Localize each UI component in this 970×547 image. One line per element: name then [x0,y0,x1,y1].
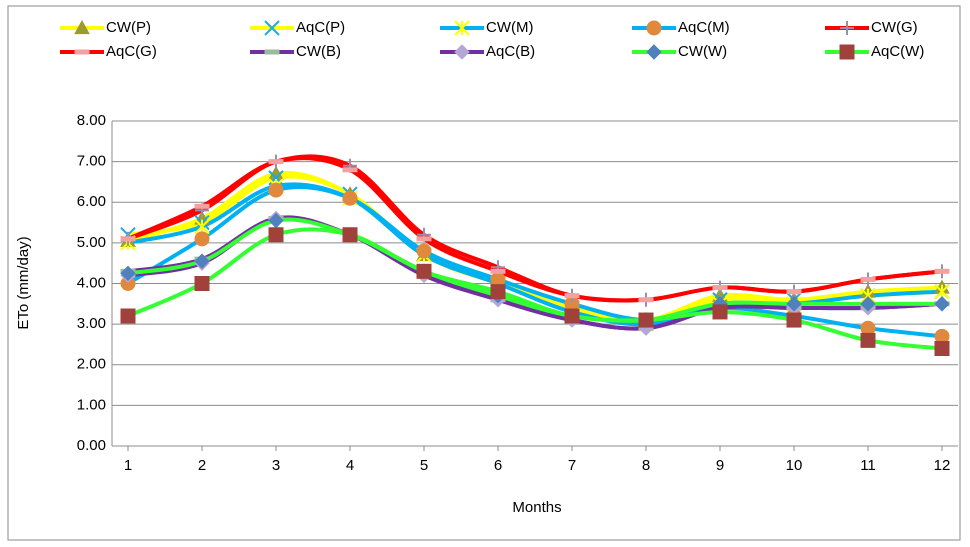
legend-label: CW(P) [106,19,151,36]
marker [264,49,280,55]
x-tick-label: 3 [272,457,280,474]
marker [342,167,358,173]
x-tick-label: 9 [716,457,724,474]
marker [454,44,470,60]
marker [839,44,855,60]
marker [342,190,358,206]
marker [638,297,654,303]
marker [490,284,506,300]
x-tick-label: 11 [860,457,876,474]
legend-label: CW(W) [678,43,727,60]
legend-label: AqC(B) [486,43,535,60]
x-tick-label: 2 [198,457,206,474]
legend-entry: AqC(G) [60,43,157,60]
marker [860,296,876,312]
marker [120,265,136,282]
marker [454,20,470,36]
y-tick-label: 2.00 [77,356,106,373]
marker [74,19,90,35]
marker [194,203,210,209]
legend-entry: AqC(B) [440,43,535,60]
marker [264,20,280,36]
legend-entry: CW(W) [632,43,727,60]
marker [194,253,210,269]
marker [268,227,284,243]
marker [194,218,210,235]
marker [74,49,90,55]
y-tick-label: 1.00 [77,396,106,413]
marker [120,236,136,242]
legend-label: CW(M) [486,19,533,36]
marker [786,296,802,312]
legend-entry: CW(G) [825,19,918,36]
y-tick-label: 7.00 [77,153,106,170]
marker [268,182,284,198]
legend-label: AqC(P) [296,19,345,36]
marker [416,263,432,279]
legend-label: CW(G) [871,19,918,36]
marker [564,308,580,324]
marker [860,276,876,282]
marker [934,268,950,274]
x-tick-label: 1 [124,457,132,474]
marker [490,268,506,274]
marker [712,304,728,320]
marker [860,332,876,348]
x-tick-label: 4 [346,457,354,474]
x-tick-label: 12 [934,457,951,474]
marker [268,159,284,165]
legend-label: CW(B) [296,43,341,60]
y-tick-label: 3.00 [77,315,106,332]
marker [416,236,432,242]
marker [934,296,950,312]
marker [712,285,728,291]
marker [786,289,802,295]
y-tick-label: 6.00 [77,193,106,210]
y-tick-label: 5.00 [77,234,106,251]
marker [564,293,580,299]
legend-entry: AqC(P) [250,19,345,36]
legend-label: AqC(W) [871,43,924,60]
legend-entry: CW(M) [440,19,533,36]
y-tick-label: 0.00 [77,437,106,454]
legend-entry: CW(B) [250,43,341,60]
x-tick-label: 7 [568,457,576,474]
marker [638,312,654,328]
y-tick-label: 4.00 [77,274,106,291]
legend-entry: AqC(M) [632,19,730,36]
marker [194,231,210,247]
x-tick-label: 6 [494,457,502,474]
legend-label: AqC(M) [678,19,730,36]
y-tick-label: 8.00 [77,112,106,129]
marker [786,312,802,328]
x-tick-label: 5 [420,457,428,474]
y-axis-label: ETo (mm/day) [15,236,32,329]
x-axis-label: Months [512,499,561,516]
marker [934,341,950,356]
marker [646,44,662,60]
marker [646,20,662,36]
legend-label: AqC(G) [106,43,157,60]
legend-entry: AqC(W) [825,43,924,60]
marker [416,243,432,259]
x-tick-label: 10 [786,457,803,474]
marker [120,308,136,324]
marker [840,21,854,35]
x-tick-label: 8 [642,457,650,474]
marker [342,227,358,243]
marker [194,276,210,291]
legend-entry: CW(P) [60,19,151,36]
